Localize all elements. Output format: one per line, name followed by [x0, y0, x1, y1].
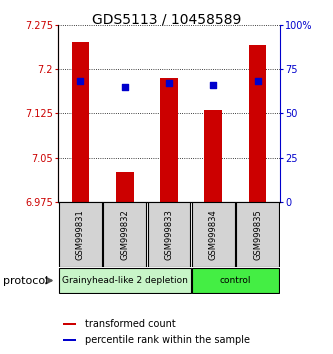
Bar: [72, 42, 89, 202]
Bar: [192, 202, 234, 267]
Bar: [236, 202, 279, 267]
Bar: [63, 339, 76, 341]
Text: Grainyhead-like 2 depletion: Grainyhead-like 2 depletion: [62, 276, 188, 285]
Text: GSM999832: GSM999832: [120, 209, 129, 260]
Bar: [59, 202, 102, 267]
Point: [255, 79, 260, 84]
Text: GSM999833: GSM999833: [165, 209, 173, 260]
Text: percentile rank within the sample: percentile rank within the sample: [85, 335, 250, 345]
Bar: [148, 202, 190, 267]
Point: [166, 80, 172, 86]
Bar: [104, 202, 146, 267]
Text: protocol: protocol: [3, 275, 49, 286]
Bar: [249, 45, 266, 202]
Point: [78, 79, 83, 84]
Point: [122, 84, 128, 90]
Text: control: control: [220, 276, 251, 285]
Point: [211, 82, 216, 88]
Bar: [59, 268, 191, 293]
Bar: [63, 322, 76, 325]
Text: GSM999835: GSM999835: [253, 209, 262, 260]
Bar: [204, 110, 222, 202]
Bar: [160, 78, 178, 202]
Text: GSM999831: GSM999831: [76, 209, 85, 260]
Text: GDS5113 / 10458589: GDS5113 / 10458589: [92, 12, 241, 27]
Text: GSM999834: GSM999834: [209, 209, 218, 260]
Bar: [191, 268, 279, 293]
Text: transformed count: transformed count: [85, 319, 175, 329]
Bar: [116, 172, 134, 202]
